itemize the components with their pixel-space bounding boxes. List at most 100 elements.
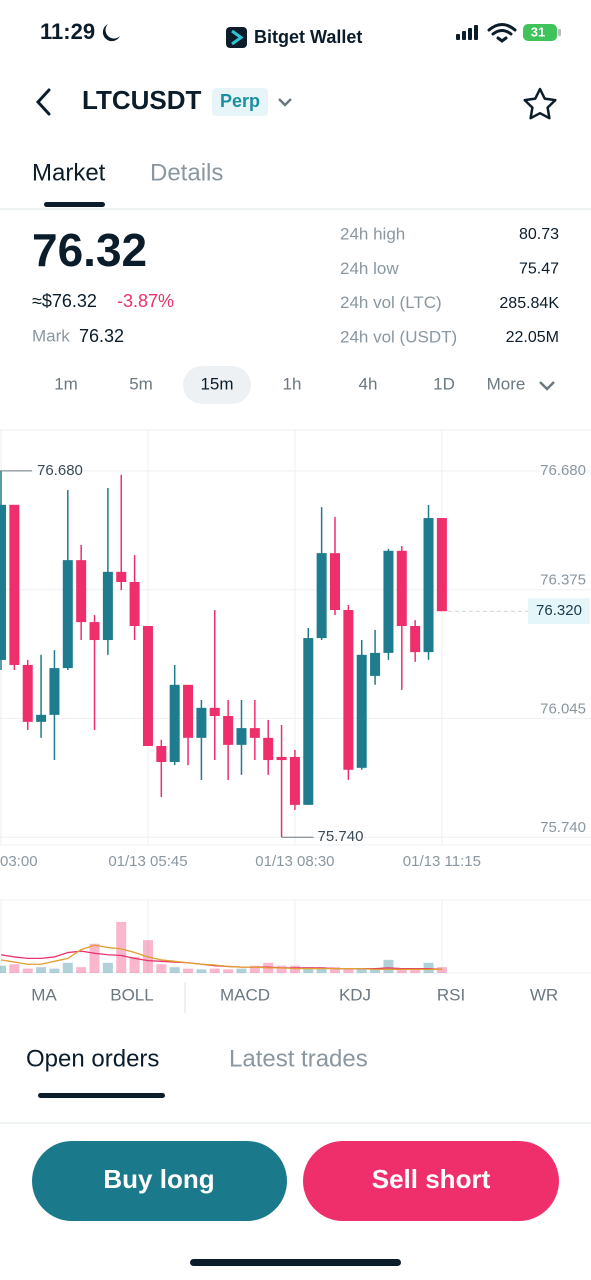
volume-bar — [156, 964, 167, 973]
indicator[interactable]: WR — [530, 985, 558, 1004]
wifi-icon — [487, 23, 517, 43]
symbol[interactable]: LTCUSDT — [82, 85, 202, 115]
indicator[interactable]: KDJ — [339, 985, 371, 1004]
volume-bar — [0, 965, 6, 973]
interval[interactable]: More — [487, 374, 526, 393]
order-tab[interactable]: Latest trades — [229, 1045, 368, 1072]
y-tick-label: 76.680 — [540, 462, 586, 479]
volume-bar — [303, 967, 314, 973]
app-logo-mark — [231, 29, 244, 46]
volume-bar — [276, 965, 287, 973]
volume-bar — [343, 968, 354, 973]
symbol-dropdown[interactable] — [278, 98, 292, 107]
candle-body — [383, 550, 394, 653]
candle-body — [356, 654, 367, 768]
y-tick-label: 75.740 — [540, 819, 586, 836]
volume-bar — [236, 968, 247, 973]
order-tab[interactable]: Open orders — [26, 1045, 159, 1072]
interval[interactable]: 5m — [129, 374, 153, 393]
x-tick-label: 01/13 11:15 — [403, 853, 481, 870]
home-indicator — [190, 1259, 401, 1266]
candle-body — [169, 684, 180, 762]
volume-bar — [102, 962, 113, 973]
battery-level: 31 — [531, 24, 545, 39]
buy-button[interactable] — [32, 1141, 287, 1221]
interval[interactable]: 1m — [54, 374, 78, 393]
candle-body — [209, 707, 220, 717]
candle-body — [89, 622, 100, 641]
stat-value: 75.47 — [519, 261, 559, 278]
candle-body — [303, 638, 314, 805]
stat-label: 24h high — [340, 224, 405, 243]
stat-value: 80.73 — [519, 226, 559, 243]
battery-tip — [558, 29, 561, 36]
candle-body — [62, 560, 73, 669]
sell-label[interactable]: Sell short — [372, 1164, 491, 1194]
stat-label: 24h vol (LTC) — [340, 293, 442, 312]
app-logo — [226, 27, 247, 48]
volume-bar — [49, 968, 60, 973]
candle-body — [142, 626, 153, 747]
candle-body — [316, 553, 327, 639]
low-marker: 75.740 — [318, 828, 364, 845]
interval-more-icon — [539, 381, 555, 391]
volume-bar — [169, 967, 180, 973]
x-tick-label: 03:00 — [0, 853, 38, 870]
candle-body — [249, 728, 260, 738]
candle-body — [423, 518, 434, 653]
battery-icon — [523, 24, 557, 41]
indicator[interactable]: RSI — [437, 985, 465, 1004]
stat-value: 285.84K — [499, 295, 559, 312]
usd-price: ≈$76.32 — [32, 291, 97, 311]
volume-bar — [9, 964, 20, 973]
interval[interactable]: 1h — [283, 374, 302, 393]
favorite-button[interactable] — [523, 87, 557, 120]
interval[interactable]: 4h — [359, 374, 378, 393]
status-time: 11:29 — [40, 19, 95, 44]
tab-underline — [44, 202, 105, 207]
back-button[interactable] — [35, 88, 51, 116]
candle-body — [36, 714, 47, 722]
volume-bar — [36, 967, 47, 973]
candle-body — [330, 553, 340, 611]
interval[interactable]: 1D — [433, 374, 455, 393]
volume-bar — [196, 969, 207, 973]
buy-label[interactable]: Buy long — [103, 1164, 214, 1194]
volume-bar — [383, 959, 394, 973]
indicator[interactable]: MACD — [220, 985, 270, 1004]
candle-body — [370, 652, 381, 676]
stat-value: 22.05M — [506, 329, 559, 346]
indicator[interactable]: MA — [31, 985, 57, 1004]
volume-bar — [423, 962, 434, 973]
volume-bar — [410, 968, 421, 973]
candle-body — [9, 504, 20, 665]
tab-market[interactable]: Market — [32, 159, 106, 186]
candle-body — [116, 571, 127, 582]
tab-details[interactable]: Details — [150, 159, 223, 186]
volume-bar — [76, 967, 87, 973]
y-tick-label: 76.045 — [540, 700, 586, 717]
candle-body — [196, 707, 207, 738]
last-price-label: 76.320 — [536, 602, 582, 619]
sell-button[interactable] — [303, 1141, 559, 1221]
candle-body — [343, 610, 354, 770]
badge-bg — [212, 88, 268, 116]
moon-icon — [102, 24, 120, 42]
stat-label: 24h vol (USDT) — [340, 327, 457, 346]
candle-body — [0, 504, 6, 660]
volume-bar — [316, 967, 327, 973]
candle-body — [102, 571, 113, 641]
interval[interactable]: 15m — [200, 374, 233, 393]
app-name: Bitget Wallet — [254, 27, 362, 47]
mark-price: 76.32 — [79, 326, 124, 346]
candle-body — [396, 550, 407, 627]
volume-bar — [22, 968, 33, 973]
volume-bar — [356, 968, 367, 973]
stat-label: 24h low — [340, 259, 399, 278]
candle-body — [156, 746, 167, 762]
volume-bar — [89, 943, 100, 973]
indicator[interactable]: BOLL — [110, 985, 153, 1004]
volume-bar — [289, 965, 300, 973]
candle-body — [49, 668, 60, 715]
